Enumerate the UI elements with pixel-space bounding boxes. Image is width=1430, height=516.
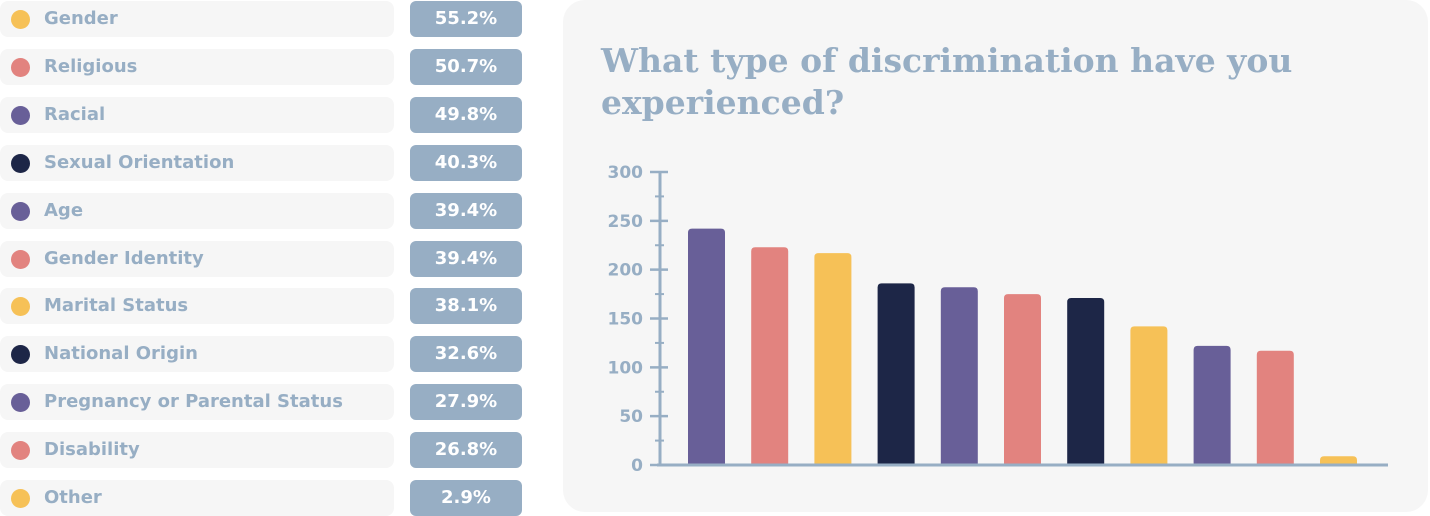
bar: [814, 253, 852, 465]
bar: [1320, 456, 1357, 465]
legend-row: Pregnancy or Parental Status 27.9%: [0, 384, 522, 421]
legend-label: Religious: [44, 55, 138, 77]
legend-row: Gender 55.2%: [0, 1, 522, 37]
legend-percent: 39.4%: [410, 192, 522, 229]
legend-row: Disability 26.8%: [0, 432, 522, 469]
legend-label-box: Racial: [0, 96, 394, 133]
bar: [1193, 345, 1231, 465]
legend-label-box: Gender: [0, 1, 394, 37]
legend-label: Sexual Orientation: [44, 151, 235, 173]
legend-percent: 2.9%: [410, 480, 522, 516]
legend-color-dot: [11, 249, 30, 269]
bar: [877, 283, 915, 465]
y-tick-label: 300: [608, 163, 644, 183]
legend-label: Other: [44, 487, 102, 508]
legend-color-dot: [11, 153, 30, 173]
legend-row: Age 39.4%: [0, 192, 522, 229]
legend-color-dot: [11, 393, 30, 413]
legend-label-box: Religious: [0, 48, 394, 85]
legend-label: Pregnancy or Parental Status: [44, 391, 343, 413]
legend-color-dot: [11, 345, 30, 365]
legend-color-dot: [11, 105, 30, 125]
legend-percent: 55.2%: [410, 1, 522, 37]
legend-color-dot: [11, 441, 30, 461]
legend-label: Disability: [44, 439, 140, 461]
legend-row: Sexual Orientation 40.3%: [0, 144, 522, 181]
legend-label-box: Gender Identity: [0, 240, 394, 277]
bar: [688, 228, 725, 465]
legend-row: Other 2.9%: [0, 480, 522, 516]
y-tick-label: 100: [608, 358, 644, 378]
legend-row: Marital Status 38.1%: [0, 288, 522, 325]
legend-label: Age: [44, 199, 84, 221]
y-tick-label: 50: [619, 407, 643, 427]
legend-label-box: Pregnancy or Parental Status: [0, 384, 394, 421]
bar: [940, 287, 978, 465]
y-tick-label: 250: [608, 212, 644, 232]
legend-label-box: Sexual Orientation: [0, 144, 394, 181]
bar: [1004, 294, 1041, 465]
y-tick-label: 0: [631, 456, 643, 476]
legend-row: Racial 49.8%: [0, 96, 522, 133]
legend-label-box: Disability: [0, 432, 394, 469]
bar: [751, 247, 789, 465]
chart-title: What type of discrimination have you exp…: [601, 41, 1293, 122]
legend-percent: 38.1%: [410, 288, 522, 325]
legend-color-dot: [11, 57, 30, 77]
legend-percent: 27.9%: [410, 384, 522, 421]
legend-percent: 50.7%: [410, 48, 522, 85]
legend-row: Gender Identity 39.4%: [0, 240, 522, 277]
legend-label: Racial: [44, 103, 106, 125]
legend-percent: 49.8%: [410, 96, 522, 133]
bar-chart: 0 50 100 150 200 250 300: [608, 163, 1388, 476]
legend-label: Gender: [44, 8, 118, 29]
legend-color-dot: [11, 10, 30, 29]
legend-percent: 32.6%: [410, 336, 522, 373]
legend-color-dot: [11, 489, 30, 508]
legend-label-box: Marital Status: [0, 288, 394, 325]
y-tick-label: 200: [608, 261, 644, 281]
chart-panel: What type of discrimination have you exp…: [563, 0, 1428, 512]
legend-label: National Origin: [44, 343, 198, 365]
legend-color-dot: [11, 201, 30, 221]
legend-color-dot: [11, 297, 30, 317]
bar: [1067, 297, 1105, 465]
legend-label: Gender Identity: [44, 247, 204, 269]
legend-label-box: Other: [0, 480, 394, 516]
legend-percent: 40.3%: [410, 144, 522, 181]
legend-label-box: Age: [0, 192, 394, 229]
legend-percent: 39.4%: [410, 240, 522, 277]
bar: [1130, 326, 1168, 465]
legend-row: National Origin 32.6%: [0, 336, 522, 373]
legend-row: Religious 50.7%: [0, 48, 522, 85]
legend-percent: 26.8%: [410, 432, 522, 469]
bar: [1256, 350, 1294, 465]
y-tick-label: 150: [608, 310, 644, 330]
legend-label: Marital Status: [44, 295, 189, 317]
legend-label-box: National Origin: [0, 336, 394, 373]
